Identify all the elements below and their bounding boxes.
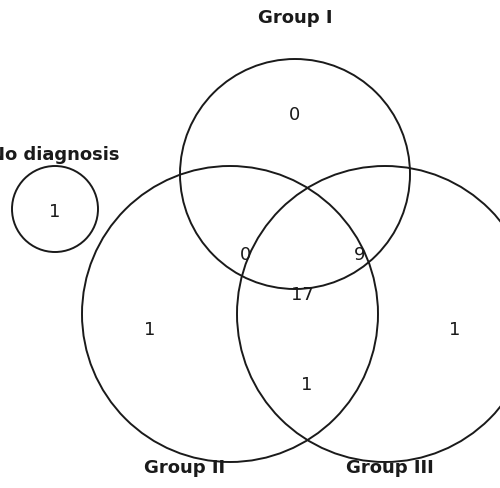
Text: 17: 17 [290, 285, 314, 304]
Text: No diagnosis: No diagnosis [0, 146, 120, 163]
Text: 0: 0 [240, 245, 250, 264]
Text: Group I: Group I [258, 9, 332, 27]
Text: 9: 9 [354, 245, 366, 264]
Text: 1: 1 [302, 375, 312, 393]
Text: Group II: Group II [144, 458, 226, 476]
Text: Group III: Group III [346, 458, 434, 476]
Text: 1: 1 [450, 320, 460, 338]
Text: 1: 1 [144, 320, 156, 338]
Text: 0: 0 [290, 106, 300, 124]
Text: 1: 1 [50, 203, 60, 221]
